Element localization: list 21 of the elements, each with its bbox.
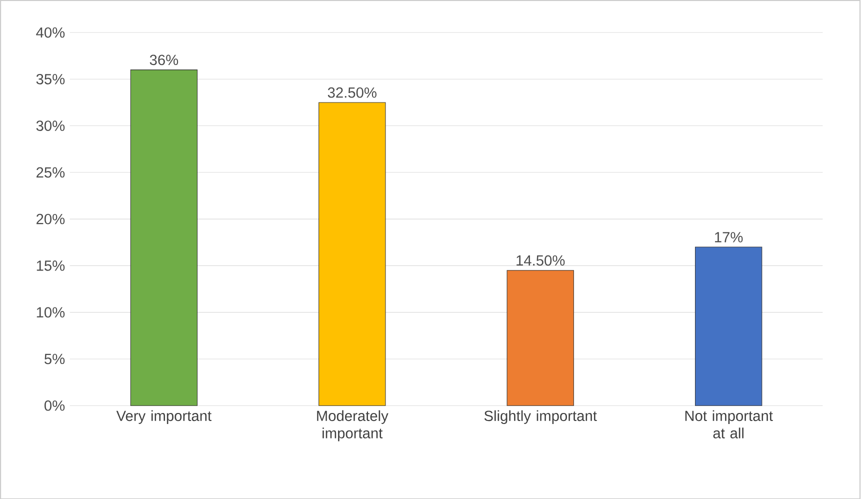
y-tick-label: 35% — [36, 74, 65, 84]
bar — [694, 246, 762, 406]
y-tick-label: 0% — [44, 400, 65, 411]
y-tick-label: 30% — [36, 120, 65, 131]
x-tick-label: Moderately important — [317, 410, 388, 442]
x-tick-label: Very important — [116, 410, 212, 424]
y-tick-label: 20% — [36, 214, 65, 224]
bar — [506, 270, 574, 406]
bar — [318, 102, 386, 406]
x-tick-label: Slightly important — [484, 410, 597, 424]
y-tick-label: 25% — [36, 167, 65, 178]
y-tick-label: 10% — [36, 306, 65, 318]
y-tick-label: 40% — [36, 27, 65, 38]
y-tick-label: 5% — [44, 354, 65, 364]
y-tick-label: 15% — [36, 260, 65, 271]
bar — [130, 69, 198, 406]
x-tick-label: Not important at all — [685, 410, 773, 438]
data-label: 32.50% — [328, 87, 376, 98]
data-label: 17% — [715, 232, 743, 242]
data-label: 36% — [150, 54, 178, 65]
data-label: 14.50% — [516, 255, 565, 266]
